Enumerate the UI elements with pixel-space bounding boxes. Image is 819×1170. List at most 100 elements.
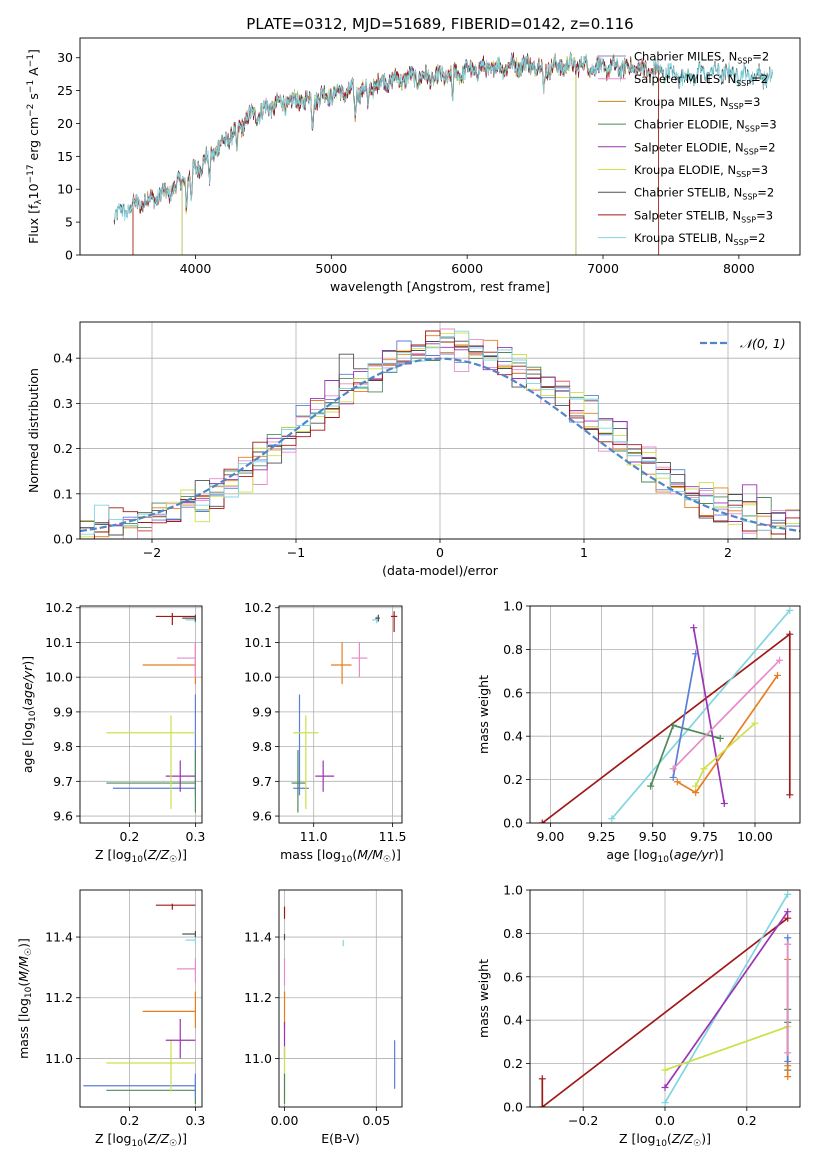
- label-part: M/M: [357, 847, 383, 862]
- weight-marker: [661, 1083, 669, 1091]
- y-tick-label: 0.0: [53, 532, 73, 547]
- label-part: 10: [341, 855, 353, 865]
- weight-marker: [538, 819, 546, 823]
- y-axis-label: mass [log10(M/M☉)]: [16, 938, 34, 1059]
- label-part: s: [26, 93, 41, 104]
- legend-val: =2: [749, 231, 766, 245]
- histogram-8: [80, 330, 800, 539]
- errorbar-point: [351, 642, 368, 678]
- errorbar-point: [185, 616, 197, 624]
- axes-mass_vs_ebv: 0.00 0.05 11.0 11.2 11.4: [244, 890, 402, 1128]
- errorbar-point: [165, 1018, 196, 1059]
- weight-marker: [692, 782, 700, 790]
- weight-marker: [538, 1103, 546, 1107]
- weight-marker: [786, 606, 794, 614]
- x-tick-label: 0.2: [737, 1113, 757, 1128]
- y-tick-label: 0.1: [53, 486, 73, 501]
- y-tick-label: 25: [57, 83, 73, 98]
- weight-marker: [690, 624, 698, 632]
- weight-marker: [669, 773, 677, 781]
- errorbar-point: [112, 694, 197, 796]
- label-part: −1: [26, 54, 36, 67]
- y-axis-label: Flux [fλ10−17 erg cm−2 s−1 A−1]: [26, 49, 44, 244]
- axes-frame: [79, 321, 801, 540]
- panels: 4000 5000 6000 7000 8000051015202530waveleng…: [16, 37, 801, 1149]
- label-part: (: [667, 1131, 672, 1146]
- errorbar-point: [331, 642, 352, 685]
- legend-name: Chabrier STELIB, N: [634, 186, 742, 200]
- label-part: mass [log: [16, 998, 31, 1059]
- errorbar-point: [142, 642, 197, 685]
- weight-marker: [700, 765, 708, 773]
- y-tick-label: 10.2: [45, 600, 73, 615]
- legend-sub: SSP: [744, 147, 759, 156]
- legend-entry: Kroupa ELODIE, NSSP=3: [634, 163, 768, 179]
- errorbar-point: [142, 991, 197, 1029]
- spectrum-salpeter-elodie: [181, 52, 577, 255]
- label-part: Normed distribution: [26, 368, 41, 493]
- errorbar-point: [176, 642, 197, 678]
- legend-name: Kroupa ELODIE, N: [634, 163, 736, 177]
- legend-entry: Salpeter MILES, NSSP=2: [634, 72, 768, 88]
- y-tick-label: 1.0: [503, 883, 523, 898]
- x-axis-label: mass [log10(M/M☉)]: [280, 847, 401, 865]
- weight-marker: [784, 1049, 792, 1057]
- legend-val: =3: [744, 95, 761, 109]
- label-part: −1: [26, 80, 36, 93]
- label-part: Z [log: [95, 847, 131, 862]
- weight-line: [541, 632, 791, 823]
- x-axis-label: E(B-V): [321, 1131, 360, 1146]
- x-axis-label: (data-model)/error: [382, 563, 499, 578]
- errorbar-point: [182, 930, 197, 938]
- label-part: age/yr: [20, 665, 35, 706]
- label-part: Z [log: [619, 1131, 655, 1146]
- label-part: A: [26, 67, 41, 80]
- x-axis-label: Z [log10(Z/Z☉)]: [95, 1131, 187, 1149]
- y-tick-label: 20: [57, 116, 73, 131]
- x-axis-label: age [log10(age/yr)]: [606, 847, 723, 865]
- y-tick-label: 0.2: [53, 441, 73, 456]
- weight-line: [664, 1025, 788, 1071]
- y-tick-label: 9.8: [53, 739, 73, 754]
- y-tick-label: 5: [65, 215, 73, 230]
- label-part: 10: [131, 855, 143, 865]
- axes-mass_vs_Z: 0.2 0.3 11.0 11.2 11.4: [45, 890, 205, 1128]
- label-part: 10: [28, 710, 38, 722]
- weight-marker: [776, 656, 784, 664]
- x-tick-label: 9.25: [588, 829, 616, 844]
- legend-name: Salpeter MILES, N: [634, 72, 736, 86]
- axes-residual_hist: −2 −1 0 1 2 0.0 0.1 0.2 0.3 0.4: [53, 322, 800, 560]
- y-axis-label: mass weight: [476, 675, 491, 754]
- weight-marker: [661, 1099, 669, 1107]
- legend-sub: SSP: [729, 102, 744, 111]
- errorbar-point: [372, 616, 379, 624]
- legend-val: =2: [759, 140, 776, 154]
- x-tick-label: 0.3: [185, 829, 205, 844]
- label-part: Z/Z: [671, 1131, 694, 1146]
- weight-marker: [784, 908, 792, 916]
- label-part: ☉: [169, 1139, 177, 1149]
- errorbar-point: [390, 611, 398, 633]
- axes-frame: [79, 37, 801, 256]
- legend-sub: SSP: [737, 57, 752, 66]
- y-axis-label: age [log10(age/yr)]: [20, 656, 38, 773]
- errorbar-point: [375, 614, 380, 622]
- label-part: )]: [177, 1131, 187, 1146]
- errorbar-point: [165, 760, 196, 792]
- x-tick-label: 0.0: [655, 1113, 675, 1128]
- weight-marker: [784, 1057, 792, 1065]
- x-tick-label: 0.00: [271, 1113, 299, 1128]
- x-tick-label: 10.00: [737, 829, 773, 844]
- y-tick-label: 10.1: [45, 635, 73, 650]
- label-part: Z/Z: [147, 1131, 170, 1146]
- y-tick-label: 0.8: [503, 642, 523, 657]
- label-part: 10: [26, 183, 41, 199]
- label-part: (: [16, 982, 31, 987]
- label-part: (: [20, 706, 35, 711]
- x-axis-label: wavelength [Angstrom, rest frame]: [330, 279, 550, 294]
- label-part: (: [669, 847, 674, 862]
- y-tick-label: 0.4: [53, 351, 73, 366]
- x-tick-label: −1: [287, 545, 305, 560]
- label-part: )]: [714, 847, 724, 862]
